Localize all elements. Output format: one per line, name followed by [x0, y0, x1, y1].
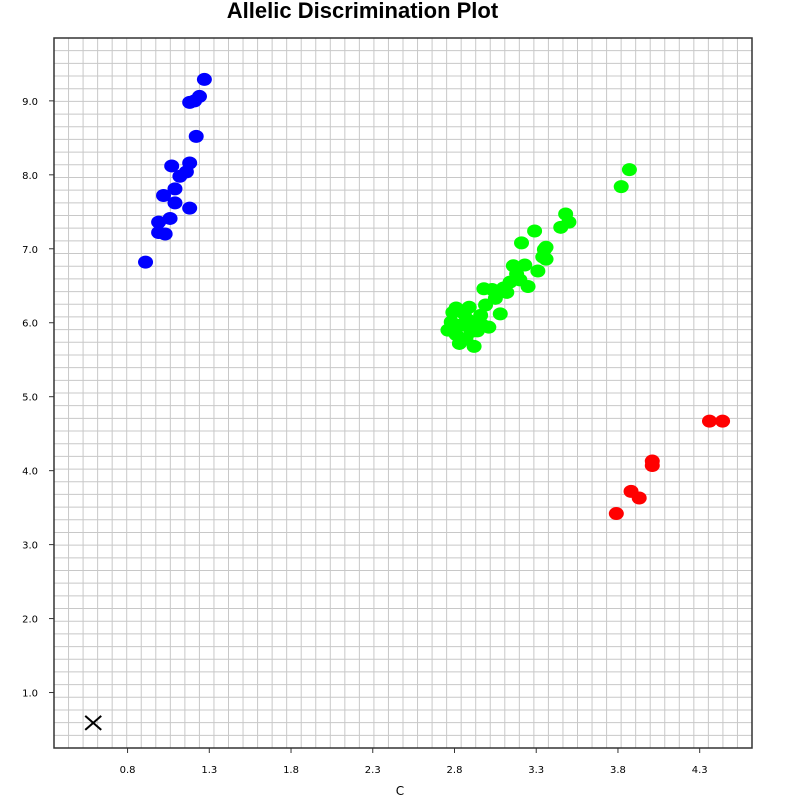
- data-point: [191, 89, 207, 103]
- data-point: [196, 72, 212, 86]
- x-tick-label: 1.3: [201, 765, 217, 776]
- data-point: [701, 414, 717, 428]
- y-tick-label: 9.0: [22, 97, 38, 108]
- y-tick-label: 4.0: [22, 467, 38, 478]
- x-tick-label: 3.8: [610, 765, 626, 776]
- chart-title: Allelic Discrimination Plot: [226, 0, 499, 23]
- x-marker-stroke: [84, 715, 102, 731]
- data-point: [538, 240, 554, 254]
- data-point-x-marker: [84, 715, 102, 731]
- data-point: [182, 156, 198, 170]
- plot-frame: [53, 37, 753, 749]
- data-point: [156, 189, 172, 203]
- x-tick-label: 4.3: [692, 765, 708, 776]
- data-point: [466, 339, 482, 353]
- y-tick-label: 8.0: [22, 171, 38, 182]
- data-point: [499, 285, 515, 299]
- data-point: [182, 201, 198, 215]
- data-point: [514, 236, 530, 250]
- data-point: [561, 215, 577, 229]
- y-tick-label: 6.0: [22, 319, 38, 330]
- data-point: [530, 264, 546, 278]
- x-tick-label: 2.3: [365, 765, 381, 776]
- data-point: [481, 320, 497, 334]
- data-point: [461, 300, 477, 314]
- data-point: [644, 454, 660, 468]
- data-point: [138, 255, 154, 269]
- x-tick-label: 3.3: [528, 765, 544, 776]
- data-point: [162, 211, 178, 225]
- data-point: [164, 159, 180, 173]
- data-point: [527, 224, 543, 238]
- data-point: [167, 182, 183, 196]
- data-point: [517, 258, 533, 272]
- y-tick-label: 3.0: [22, 541, 38, 552]
- data-point: [492, 307, 508, 321]
- data-point: [613, 180, 629, 194]
- data-point: [608, 507, 624, 521]
- x-axis-title: C: [395, 784, 405, 798]
- y-tick-label: 5.0: [22, 393, 38, 404]
- data-point: [538, 252, 554, 266]
- y-tick-label: 2.0: [22, 615, 38, 626]
- grid-lines: [54, 38, 752, 748]
- x-tick-label: 0.8: [120, 765, 136, 776]
- y-tick-label: 1.0: [22, 689, 38, 700]
- data-point: [473, 308, 489, 322]
- data-point: [715, 414, 731, 428]
- data-point: [151, 215, 167, 229]
- data-point: [487, 291, 503, 305]
- x-tick-label: 2.8: [447, 765, 463, 776]
- data-point: [621, 163, 637, 177]
- data-point: [157, 227, 173, 241]
- y-tick-label: 7.0: [22, 245, 38, 256]
- data-point: [520, 280, 536, 293]
- data-point: [631, 491, 647, 505]
- x-tick-label: 1.8: [283, 765, 299, 776]
- data-point: [188, 129, 204, 143]
- data-point: [167, 196, 183, 210]
